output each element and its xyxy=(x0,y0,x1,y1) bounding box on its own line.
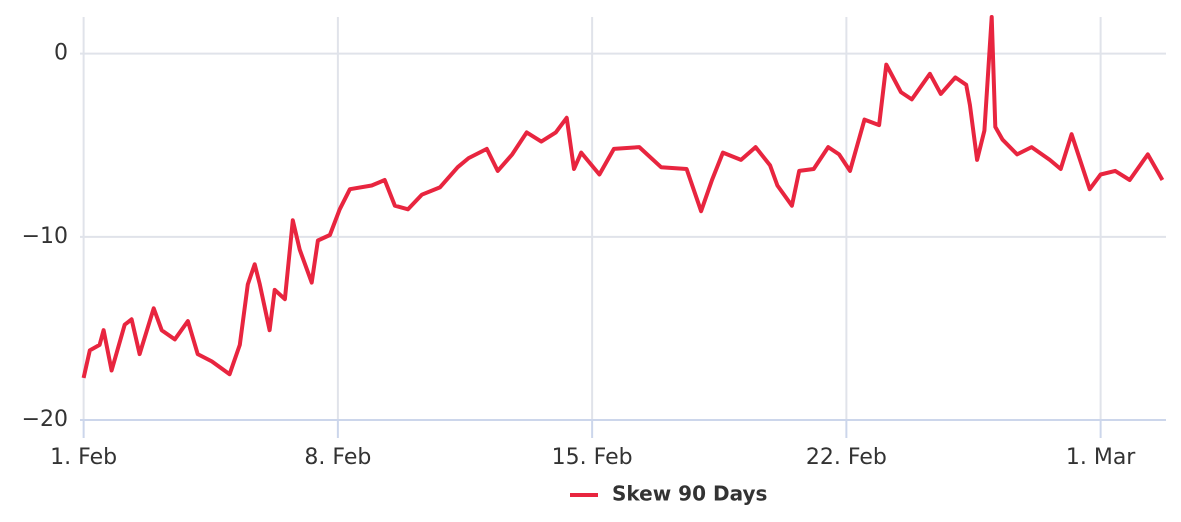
x-tick-label: 15. Feb xyxy=(552,445,633,470)
x-tick-label: 1. Mar xyxy=(1066,445,1136,470)
x-tick-label: 8. Feb xyxy=(304,445,371,470)
x-tick-label: 22. Feb xyxy=(806,445,887,470)
y-tick-label: −20 xyxy=(22,407,68,432)
y-tick-label: 0 xyxy=(54,41,68,66)
line-series xyxy=(81,15,1165,379)
legend-label: Skew 90 Days xyxy=(612,482,767,506)
y-tick-label: −10 xyxy=(22,224,68,249)
x-tick-label: 1. Feb xyxy=(50,445,117,470)
